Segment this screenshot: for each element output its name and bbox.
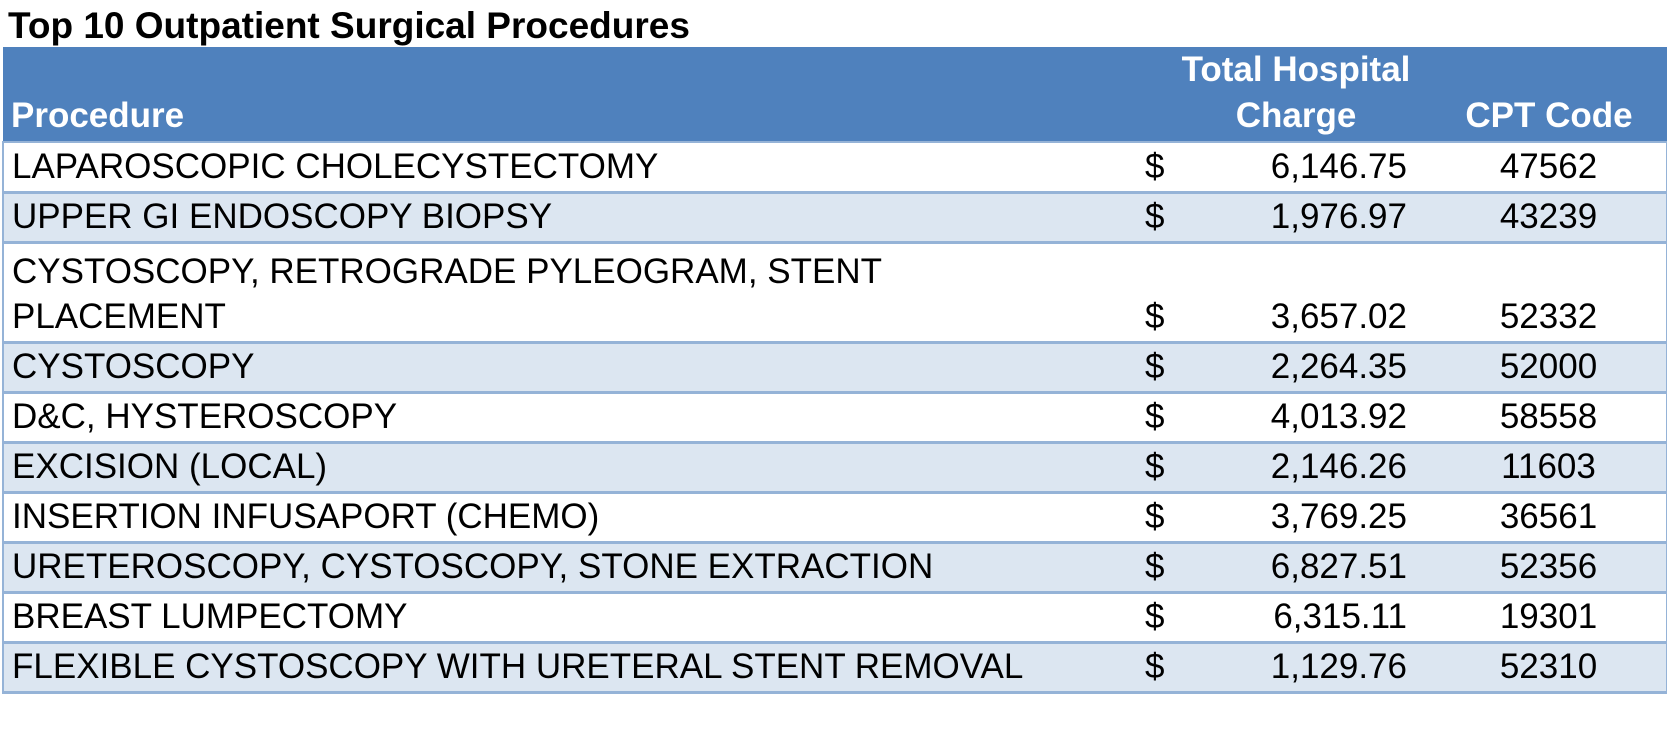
table-row: BREAST LUMPECTOMY $ 6,315.11 19301 <box>2 592 1667 644</box>
cell-cpt: 52332 <box>1431 242 1667 344</box>
cell-procedure: BREAST LUMPECTOMY <box>2 592 1145 644</box>
table-row: EXCISION (LOCAL) $ 2,146.26 11603 <box>2 442 1667 494</box>
cell-charge: 2,146.26 <box>1195 442 1431 494</box>
table-title: Top 10 Outpatient Surgical Procedures <box>8 5 690 46</box>
cell-procedure: FLEXIBLE CYSTOSCOPY WITH URETERAL STENT … <box>2 642 1145 694</box>
cell-charge: 1,129.76 <box>1195 642 1431 694</box>
cell-cpt: 52356 <box>1431 542 1667 594</box>
cell-procedure: URETEROSCOPY, CYSTOSCOPY, STONE EXTRACTI… <box>2 542 1145 594</box>
table-row: UPPER GI ENDOSCOPY BIOPSY $ 1,976.97 432… <box>2 192 1667 244</box>
cell-charge: 4,013.92 <box>1195 392 1431 444</box>
cell-currency: $ <box>1145 142 1195 194</box>
cell-currency: $ <box>1145 342 1195 394</box>
cell-charge: 6,315.11 <box>1195 592 1431 644</box>
cell-procedure: CYSTOSCOPY, RETROGRADE PYLEOGRAM, STENT … <box>2 242 1145 344</box>
cell-currency: $ <box>1145 542 1195 594</box>
cell-cpt: 11603 <box>1431 442 1667 494</box>
cell-currency: $ <box>1145 242 1195 344</box>
table-row: FLEXIBLE CYSTOSCOPY WITH URETERAL STENT … <box>2 642 1667 694</box>
cell-currency: $ <box>1145 492 1195 544</box>
cell-currency: $ <box>1145 642 1195 694</box>
cell-procedure: EXCISION (LOCAL) <box>2 442 1145 494</box>
cell-cpt: 52000 <box>1431 342 1667 394</box>
cell-procedure: CYSTOSCOPY <box>2 342 1145 394</box>
cell-cpt: 47562 <box>1431 142 1667 194</box>
header-charge-line1: Total Hospital <box>1181 50 1411 89</box>
cell-charge: 3,657.02 <box>1195 242 1431 344</box>
cell-charge: 2,264.35 <box>1195 342 1431 394</box>
header-charge-line2: Charge <box>1235 96 1357 135</box>
table-row: CYSTOSCOPY, RETROGRADE PYLEOGRAM, STENT … <box>2 242 1667 344</box>
cell-procedure: INSERTION INFUSAPORT (CHEMO) <box>2 492 1145 544</box>
table-row: LAPAROSCOPIC CHOLECYSTECTOMY $ 6,146.75 … <box>2 142 1667 194</box>
cell-cpt: 36561 <box>1431 492 1667 544</box>
cell-procedure: UPPER GI ENDOSCOPY BIOPSY <box>2 192 1145 244</box>
table-row: D&C, HYSTEROSCOPY $ 4,013.92 58558 <box>2 392 1667 444</box>
header-procedure: Procedure <box>3 47 1145 143</box>
cell-currency: $ <box>1145 592 1195 644</box>
table-row: INSERTION INFUSAPORT (CHEMO) $ 3,769.25 … <box>2 492 1667 544</box>
table-row: URETEROSCOPY, CYSTOSCOPY, STONE EXTRACTI… <box>2 542 1667 594</box>
cell-currency: $ <box>1145 442 1195 494</box>
cell-charge: 1,976.97 <box>1195 192 1431 244</box>
cell-currency: $ <box>1145 392 1195 444</box>
table-row: CYSTOSCOPY $ 2,264.35 52000 <box>2 342 1667 394</box>
cell-procedure: LAPAROSCOPIC CHOLECYSTECTOMY <box>2 142 1145 194</box>
cell-charge: 3,769.25 <box>1195 492 1431 544</box>
header-total-hospital-charge: Total Hospital Charge <box>1145 47 1431 143</box>
cell-cpt: 58558 <box>1431 392 1667 444</box>
procedures-table: Procedure Total Hospital Charge CPT Code… <box>2 47 1667 694</box>
cell-charge: 6,146.75 <box>1195 142 1431 194</box>
cell-procedure: D&C, HYSTEROSCOPY <box>2 392 1145 444</box>
cell-cpt: 19301 <box>1431 592 1667 644</box>
header-row: Procedure Total Hospital Charge CPT Code <box>3 47 1667 143</box>
table-body: LAPAROSCOPIC CHOLECYSTECTOMY $ 6,146.75 … <box>2 142 1667 694</box>
cell-charge: 6,827.51 <box>1195 542 1431 594</box>
cell-cpt: 52310 <box>1431 642 1667 694</box>
cell-cpt: 43239 <box>1431 192 1667 244</box>
header-cpt-code: CPT Code <box>1431 47 1667 143</box>
cell-currency: $ <box>1145 192 1195 244</box>
